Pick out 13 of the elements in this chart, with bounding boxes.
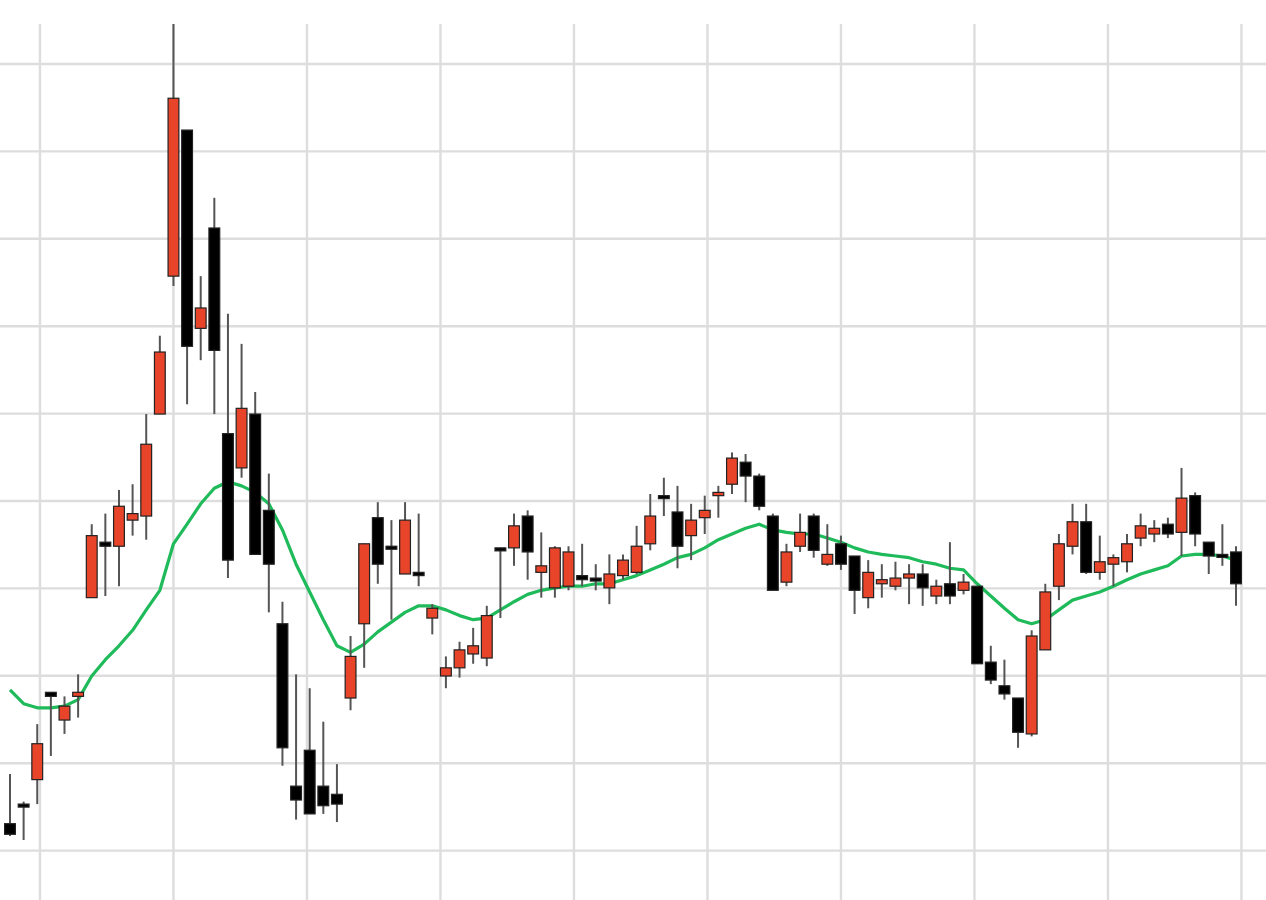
candlestick [44, 691, 57, 757]
candlestick [31, 723, 44, 806]
candlestick [3, 772, 16, 837]
candlestick [58, 695, 71, 735]
candlestick [712, 484, 725, 519]
candlestick [998, 658, 1011, 701]
candlestick [344, 635, 357, 712]
candlestick [698, 494, 711, 535]
candlestick [657, 476, 670, 518]
candlestick [17, 800, 30, 841]
candlestick [72, 673, 85, 719]
candlestick [644, 493, 657, 552]
candlestick [426, 603, 439, 636]
